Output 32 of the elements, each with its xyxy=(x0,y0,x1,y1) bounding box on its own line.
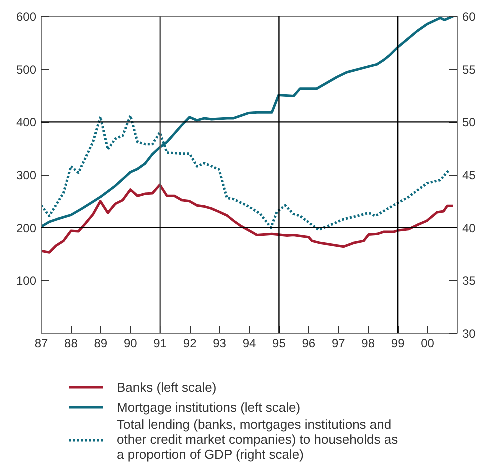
x-tick-label: 91 xyxy=(154,336,168,350)
y2-tick-label: 40 xyxy=(462,221,476,236)
x-tick-label: 94 xyxy=(242,336,256,350)
y2-tick-label: 50 xyxy=(462,116,476,130)
x-tick-label: 93 xyxy=(213,336,227,350)
x-tick-label: 90 xyxy=(124,336,138,350)
y-tick-label: 300 xyxy=(16,168,37,182)
x-tick-label: 89 xyxy=(94,336,108,350)
y2-tick-label: 60 xyxy=(462,10,476,24)
y-tick-label: 100 xyxy=(16,274,37,288)
y2-tick-label: 30 xyxy=(462,327,476,341)
y-tick-label: 600 xyxy=(16,10,37,24)
y-tick-label: 500 xyxy=(16,62,37,77)
x-tick-label: 96 xyxy=(302,336,316,350)
x-tick-label: 97 xyxy=(332,336,346,350)
y2-tick-label: 55 xyxy=(462,62,476,77)
legend-label: Banks (left scale) xyxy=(117,380,217,394)
x-tick-label: 98 xyxy=(362,336,376,350)
line-series xyxy=(42,16,455,228)
y-tick-label: 400 xyxy=(16,116,37,130)
x-tick-label: 88 xyxy=(64,336,78,350)
line-series xyxy=(42,184,455,254)
x-tick-label: 00 xyxy=(421,336,435,350)
legend-label: Mortgage institutions (left scale) xyxy=(117,400,301,414)
legend-label: Total lending (banks, mortgages institutions and other credit market companies) to households as a proportion of GDP (right scale) xyxy=(117,417,398,462)
x-tick-label: 95 xyxy=(272,336,286,350)
x-tick-label: 92 xyxy=(183,336,198,350)
x-tick-label: 99 xyxy=(391,336,406,350)
y2-tick-label: 35 xyxy=(462,274,476,288)
y2-tick-label: 45 xyxy=(462,168,476,182)
x-tick-label: 87 xyxy=(34,336,48,350)
y-tick-label: 200 xyxy=(16,221,37,236)
